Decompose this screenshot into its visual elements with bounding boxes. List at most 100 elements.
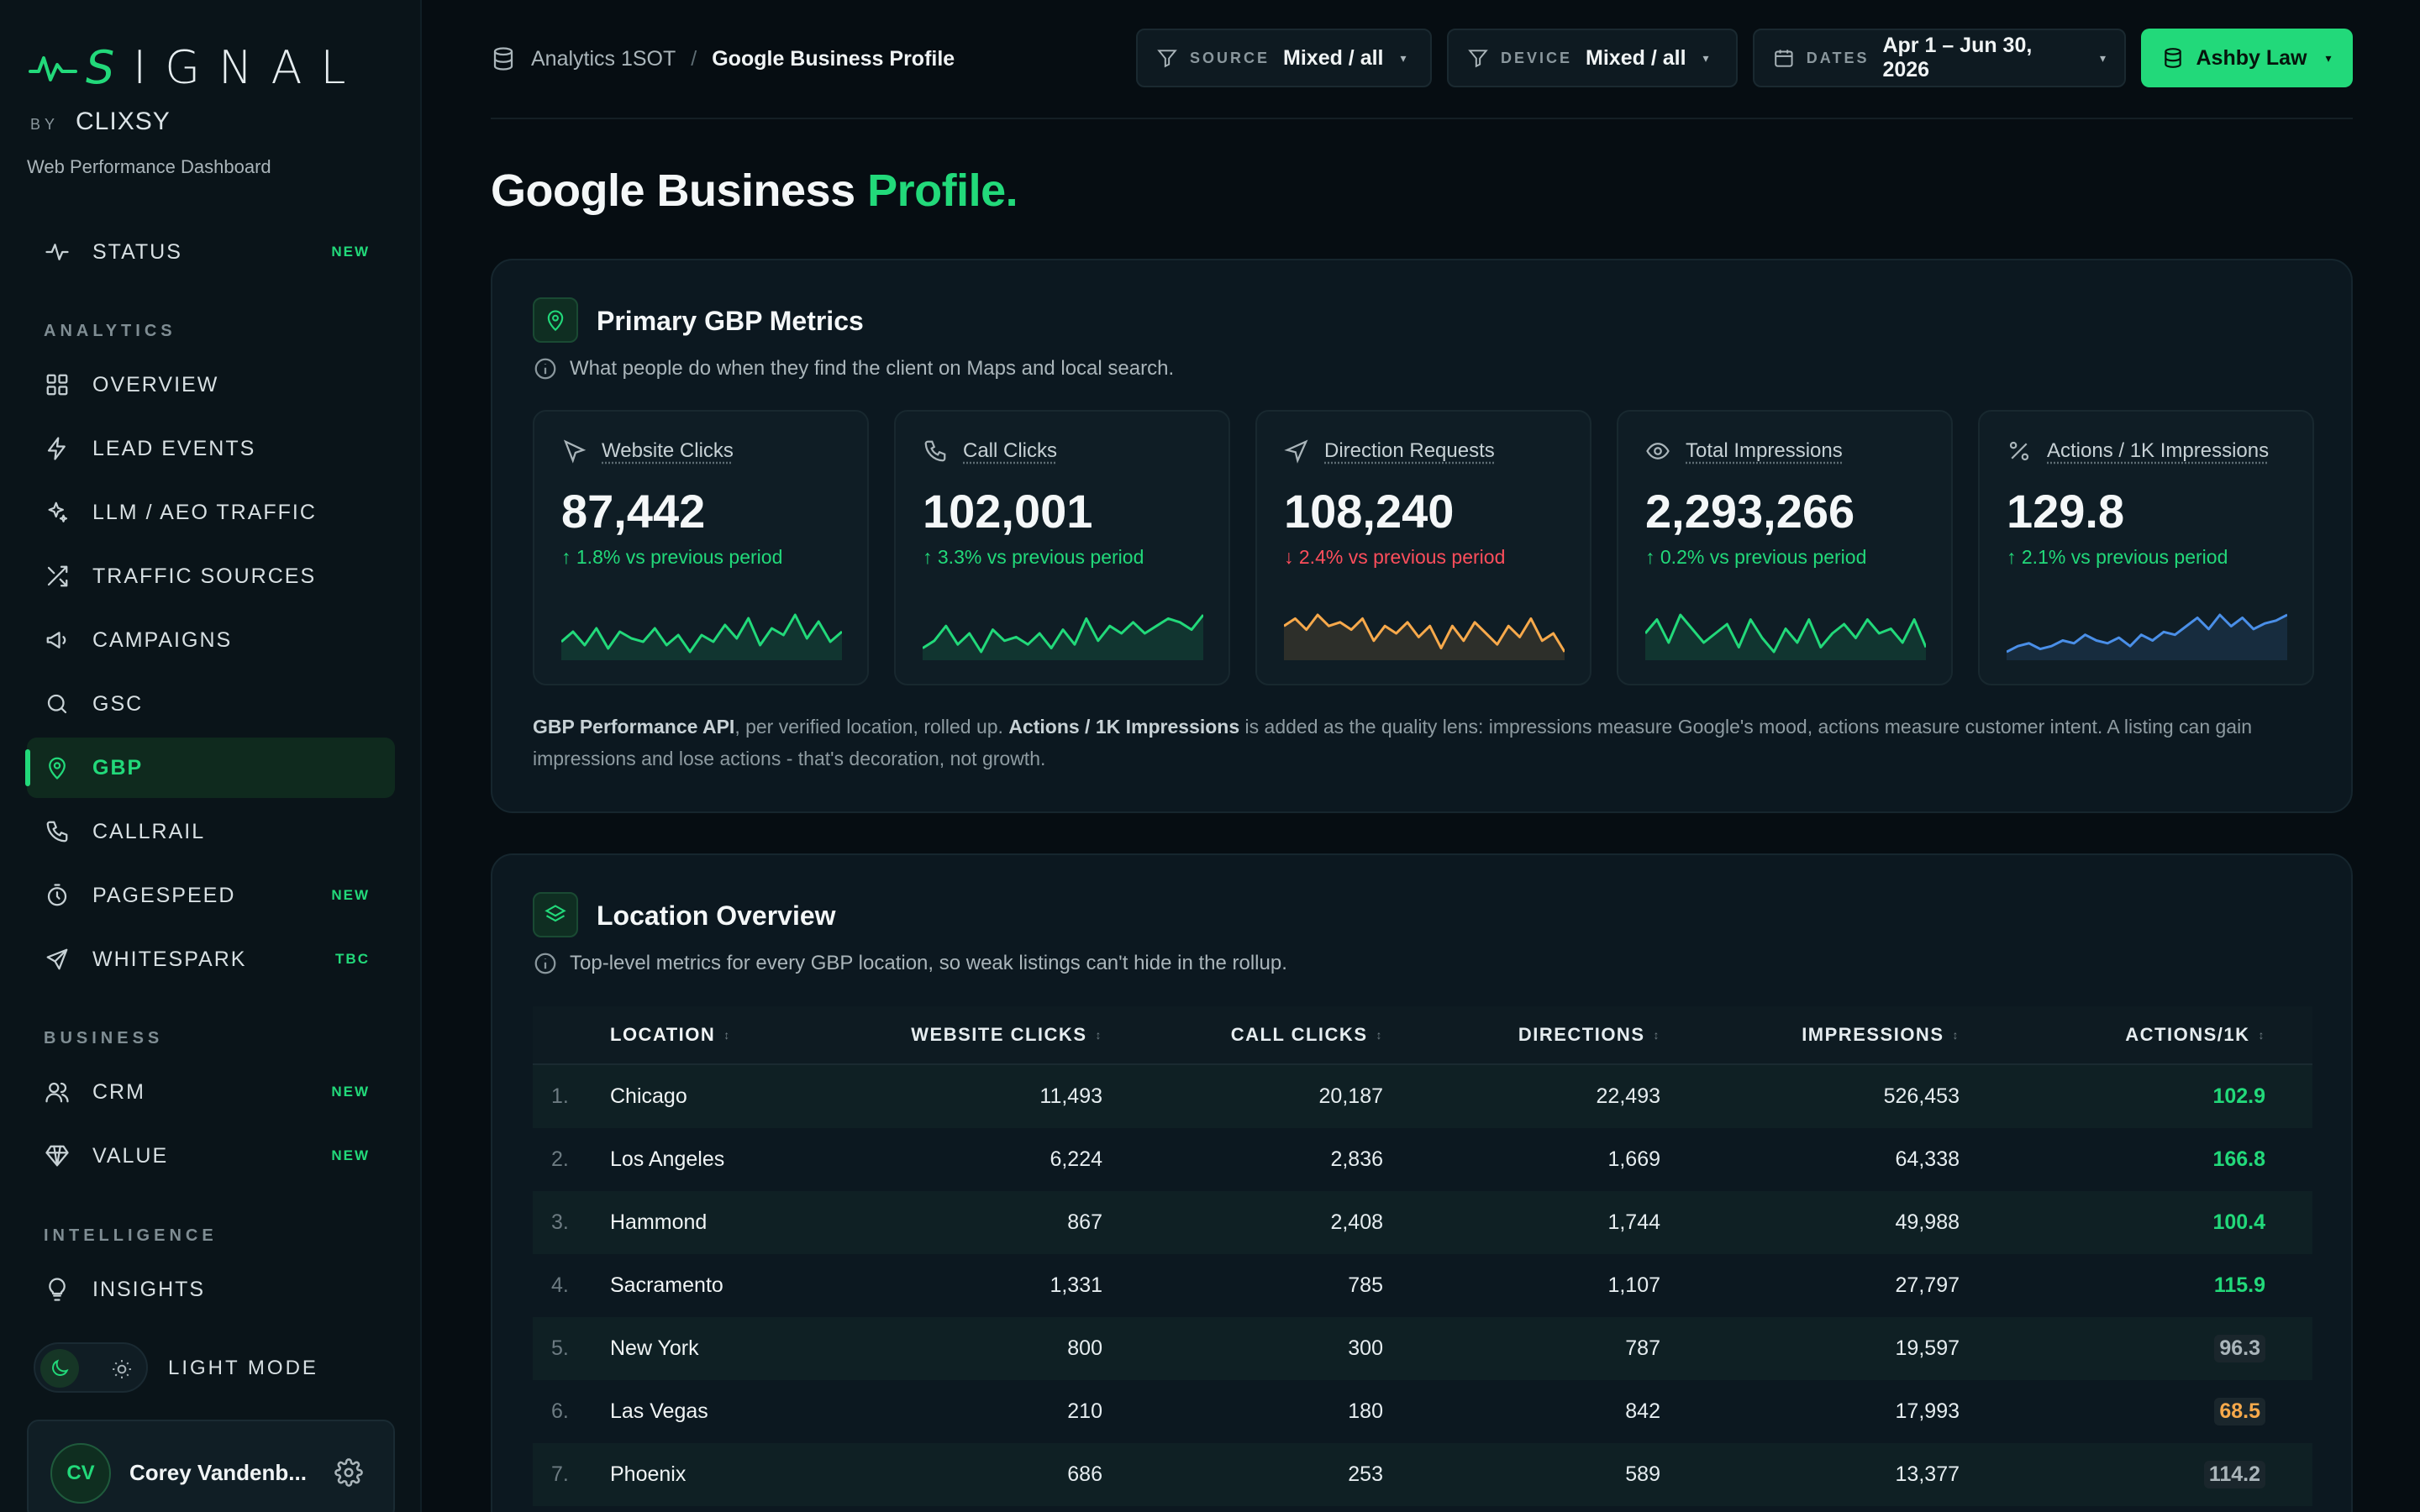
shuffle-icon xyxy=(44,563,71,590)
page-title: Google Business Profile. xyxy=(491,165,1018,217)
device-filter[interactable]: DEVICE Mixed / all ▾ xyxy=(1447,29,1738,87)
metric-value: 108,240 xyxy=(1284,484,1454,538)
theme-toggle-label[interactable]: LIGHT MODE xyxy=(168,1357,318,1380)
table-row[interactable]: 4. Sacramento 1,331 785 1,107 27,797 115.9 xyxy=(533,1254,2312,1317)
location-overview-panel: Location Overview Top-level metrics for … xyxy=(491,853,2353,1512)
sidebar-item-status[interactable]: STATUS NEW xyxy=(27,222,395,282)
settings-button[interactable] xyxy=(334,1458,363,1487)
signal-logo[interactable]: SIGNAL xyxy=(29,42,364,92)
nav-badge: NEW xyxy=(331,887,370,904)
sidebar-item-whitespark[interactable]: WHITESPARK TBC xyxy=(27,929,395,990)
sidebar-item-campaigns[interactable]: CAMPAIGNS xyxy=(27,610,395,670)
sort-location[interactable]: LOCATION ↕ xyxy=(610,1024,862,1046)
metric-card-total-impressions: Total Impressions 2,293,266 ↑ 0.2% vs prev… xyxy=(1617,410,1953,685)
sort-directions[interactable]: DIRECTIONS ↕ xyxy=(1383,1024,1660,1046)
row-rank: 5. xyxy=(533,1336,610,1361)
row-website-clicks: 1,331 xyxy=(862,1273,1102,1298)
sort-icon: ↕ xyxy=(1953,1028,1960,1042)
chevron-down-icon: ▾ xyxy=(1703,51,1709,66)
metric-card-call-clicks: Call Clicks 102,001 ↑ 3.3% vs previous per… xyxy=(894,410,1230,685)
sidebar-item-value[interactable]: VALUE NEW xyxy=(27,1126,395,1186)
sidebar-item-label: LEAD EVENTS xyxy=(92,437,255,461)
sidebar-item-llm-aeo-traffic[interactable]: LLM / AEO TRAFFIC xyxy=(27,482,395,543)
sidebar-item-overview[interactable]: OVERVIEW xyxy=(27,354,395,415)
row-rank: 3. xyxy=(533,1210,610,1235)
sidebar-item-label: PAGESPEED xyxy=(92,884,235,908)
sidebar-item-pagespeed[interactable]: PAGESPEED NEW xyxy=(27,865,395,926)
date-range-filter[interactable]: DATES Apr 1 – Jun 30, 2026 ▾ xyxy=(1753,29,2126,87)
actions-value: 166.8 xyxy=(2212,1147,2265,1171)
sidebar-item-lead-events[interactable]: LEAD EVENTS xyxy=(27,418,395,479)
table-row[interactable]: 2. Los Angeles 6,224 2,836 1,669 64,338 166.8 xyxy=(533,1128,2312,1191)
row-directions: 589 xyxy=(1383,1462,1660,1487)
sidebar-item-label: OVERVIEW xyxy=(92,373,218,397)
map-pin-icon xyxy=(44,754,71,781)
metric-label[interactable]: Actions / 1K Impressions xyxy=(2047,439,2269,463)
sidebar-item-insights[interactable]: INSIGHTS xyxy=(27,1259,395,1320)
sidebar-item-gsc[interactable]: GSC xyxy=(27,674,395,734)
metric-card-website-clicks: Website Clicks 87,442 ↑ 1.8% vs previous p… xyxy=(533,410,869,685)
sidebar-item-gbp[interactable]: GBP xyxy=(27,738,395,798)
calendar-icon xyxy=(1773,47,1795,69)
sparkline xyxy=(923,598,1203,660)
row-rank: 7. xyxy=(533,1462,610,1487)
row-impressions: 13,377 xyxy=(1660,1462,1960,1487)
row-directions: 1,669 xyxy=(1383,1147,1660,1172)
table-row[interactable]: 3. Hammond 867 2,408 1,744 49,988 100.4 xyxy=(533,1191,2312,1254)
client-selector-button[interactable]: Ashby Law ▾ xyxy=(2141,29,2353,87)
source-filter-value: Mixed / all xyxy=(1283,46,1383,71)
row-directions: 842 xyxy=(1383,1399,1660,1424)
users-icon xyxy=(44,1079,71,1105)
diamond-icon xyxy=(44,1142,71,1169)
sidebar-item-callrail[interactable]: CALLRAIL xyxy=(27,801,395,862)
bolt-icon xyxy=(45,436,70,461)
diamond-icon xyxy=(45,1143,70,1168)
metric-label[interactable]: Call Clicks xyxy=(963,439,1057,463)
user-card[interactable]: CV Corey Vandenb... xyxy=(27,1420,395,1512)
primary-metrics-panel: Primary GBP Metrics What people do when … xyxy=(491,259,2353,813)
sort-impressions[interactable]: IMPRESSIONS ↕ xyxy=(1660,1024,1960,1046)
nav-badge: TBC xyxy=(335,951,370,968)
sort-call-clicks[interactable]: CALL CLICKS ↕ xyxy=(1102,1024,1383,1046)
grid-icon xyxy=(44,371,71,398)
nav-badge: NEW xyxy=(331,244,370,260)
actions-value: 114.2 xyxy=(2204,1461,2265,1488)
metric-label[interactable]: Website Clicks xyxy=(602,439,734,463)
metric-label[interactable]: Total Impressions xyxy=(1686,439,1843,463)
sidebar-item-label: CRM xyxy=(92,1080,145,1105)
theme-toggle[interactable] xyxy=(34,1342,148,1393)
row-website-clicks: 210 xyxy=(862,1399,1102,1424)
panel-subtitle: What people do when they find the client… xyxy=(533,356,1174,381)
row-location: Sacramento xyxy=(610,1273,862,1298)
search-icon xyxy=(45,691,70,717)
phone-icon xyxy=(45,819,70,844)
sort-actions-per-1k[interactable]: ACTIONS/1K ↕ xyxy=(1960,1024,2289,1046)
phone-icon xyxy=(44,818,71,845)
row-impressions: 526,453 xyxy=(1660,1084,1960,1109)
table-row[interactable]: 5. New York 800 300 787 19,597 96.3 xyxy=(533,1317,2312,1380)
actions-value: 102.9 xyxy=(2212,1084,2265,1108)
table-row[interactable]: 1. Chicago 11,493 20,187 22,493 526,453 102.9 xyxy=(533,1065,2312,1128)
pulse-icon xyxy=(44,239,71,265)
table-header: LOCATION ↕ WEBSITE CLICKS ↕ CALL CLICKS ↕ D… xyxy=(533,1006,2312,1065)
metric-value: 87,442 xyxy=(561,484,705,538)
breadcrumb-root[interactable]: Analytics 1SOT xyxy=(531,47,676,71)
user-name: Corey Vandenb... xyxy=(129,1460,339,1486)
row-rank: 4. xyxy=(533,1273,610,1298)
row-location: Phoenix xyxy=(610,1462,862,1487)
info-icon[interactable] xyxy=(533,951,558,976)
sidebar-item-traffic-sources[interactable]: TRAFFIC SOURCES xyxy=(27,546,395,606)
sidebar-item-label: GSC xyxy=(92,692,143,717)
sidebar-item-label: CAMPAIGNS xyxy=(92,628,232,653)
row-impressions: 19,597 xyxy=(1660,1336,1960,1361)
sort-website-clicks[interactable]: WEBSITE CLICKS ↕ xyxy=(862,1024,1102,1046)
metric-label[interactable]: Direction Requests xyxy=(1324,439,1495,463)
table-row[interactable]: 7. Phoenix 686 253 589 13,377 114.2 xyxy=(533,1443,2312,1506)
row-actions-per-1k: 96.3 xyxy=(1960,1335,2289,1362)
table-row[interactable]: 6. Las Vegas 210 180 842 17,993 68.5 xyxy=(533,1380,2312,1443)
source-filter[interactable]: SOURCE Mixed / all ▾ xyxy=(1136,29,1432,87)
panel-title: Primary GBP Metrics xyxy=(597,306,864,337)
sidebar-item-crm[interactable]: CRM NEW xyxy=(27,1062,395,1122)
row-location: Hammond xyxy=(610,1210,862,1235)
info-icon[interactable] xyxy=(533,356,558,381)
